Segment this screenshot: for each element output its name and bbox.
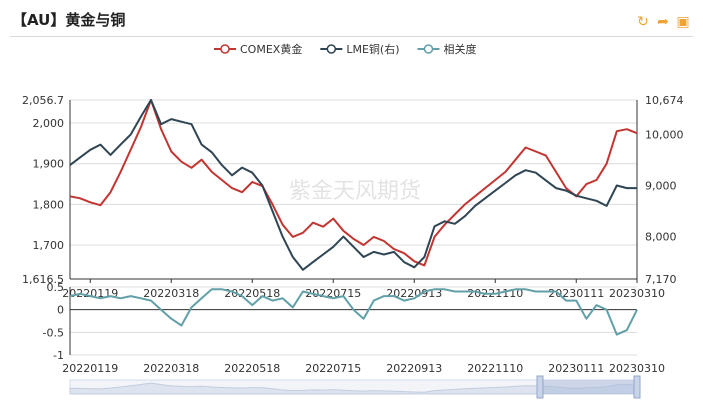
legend-swatch-marker	[423, 44, 434, 54]
share-icon[interactable]: ➦	[657, 14, 669, 30]
x-tick-label-upper: 20230310	[609, 287, 665, 300]
y-right-tick-label: 9,000	[645, 180, 677, 193]
x-tick-label-lower: 20220318	[143, 362, 199, 375]
x-tick-label-upper: 20230111	[548, 287, 604, 300]
y-left-tick-label: 1,900	[33, 158, 65, 171]
y-corr-tick-label: -1	[53, 349, 64, 362]
legend-item-2[interactable]: 相关度	[417, 42, 476, 56]
y-right-tick-label: 7,170	[645, 273, 677, 286]
x-tick-label-lower: 20220119	[62, 362, 118, 375]
legend-label: 相关度	[443, 42, 476, 56]
y-corr-tick-label: 0.5	[47, 281, 65, 294]
y-right-tick-label: 10,000	[645, 128, 684, 141]
watermark: 紫金天风期货	[289, 179, 421, 204]
legend-item-1[interactable]: LME铜(右)	[320, 42, 399, 56]
y-corr-tick-label: 0	[57, 304, 64, 317]
x-tick-label-lower: 20221110	[467, 362, 523, 375]
legend-swatch-marker	[220, 44, 230, 54]
y-corr-tick-label: -0.5	[43, 326, 64, 339]
x-tick-label-lower: 20220715	[305, 362, 361, 375]
x-tick-label-upper: 20220318	[143, 287, 199, 300]
x-tick-label-upper: 20220119	[62, 287, 118, 300]
y-left-tick-label: 2,056.7	[22, 94, 64, 107]
zoom-handle-right[interactable]	[633, 375, 641, 399]
x-tick-label-lower: 20230111	[548, 362, 604, 375]
series-line-1	[69, 99, 637, 271]
legend-label: COMEX黄金	[240, 42, 302, 56]
y-right-tick-label: 10,674	[645, 94, 684, 107]
page-title: 【AU】黄金与铜	[12, 11, 126, 29]
legend-swatch-marker	[326, 44, 337, 54]
y-right-tick-label: 8,000	[645, 231, 677, 244]
series-line-0	[69, 99, 638, 267]
title-divider	[10, 36, 693, 37]
save-image-icon[interactable]: ▣	[676, 14, 690, 30]
y-left-tick-label: 1,616.5	[22, 273, 64, 286]
y-left-tick-label: 1,800	[33, 198, 65, 211]
zoom-handle-left[interactable]	[536, 375, 544, 399]
legend-item-0[interactable]: COMEX黄金	[214, 42, 302, 56]
x-tick-label-lower: 20220913	[386, 362, 442, 375]
refresh-icon[interactable]: ↻	[637, 14, 649, 30]
x-tick-label-lower: 20230310	[609, 362, 665, 375]
series-line-2	[69, 288, 638, 336]
toolbox: ↻ ➦ ▣	[635, 14, 691, 30]
zoom-slider-window[interactable]	[540, 380, 637, 394]
x-tick-label-lower: 20220518	[224, 362, 280, 375]
x-tick-label-upper: 20220518	[224, 287, 280, 300]
x-tick-label-upper: 20220715	[305, 287, 361, 300]
y-left-tick-label: 2,000	[33, 117, 65, 130]
legend-label: LME铜(右)	[346, 42, 399, 56]
y-left-tick-label: 1,700	[33, 239, 65, 252]
